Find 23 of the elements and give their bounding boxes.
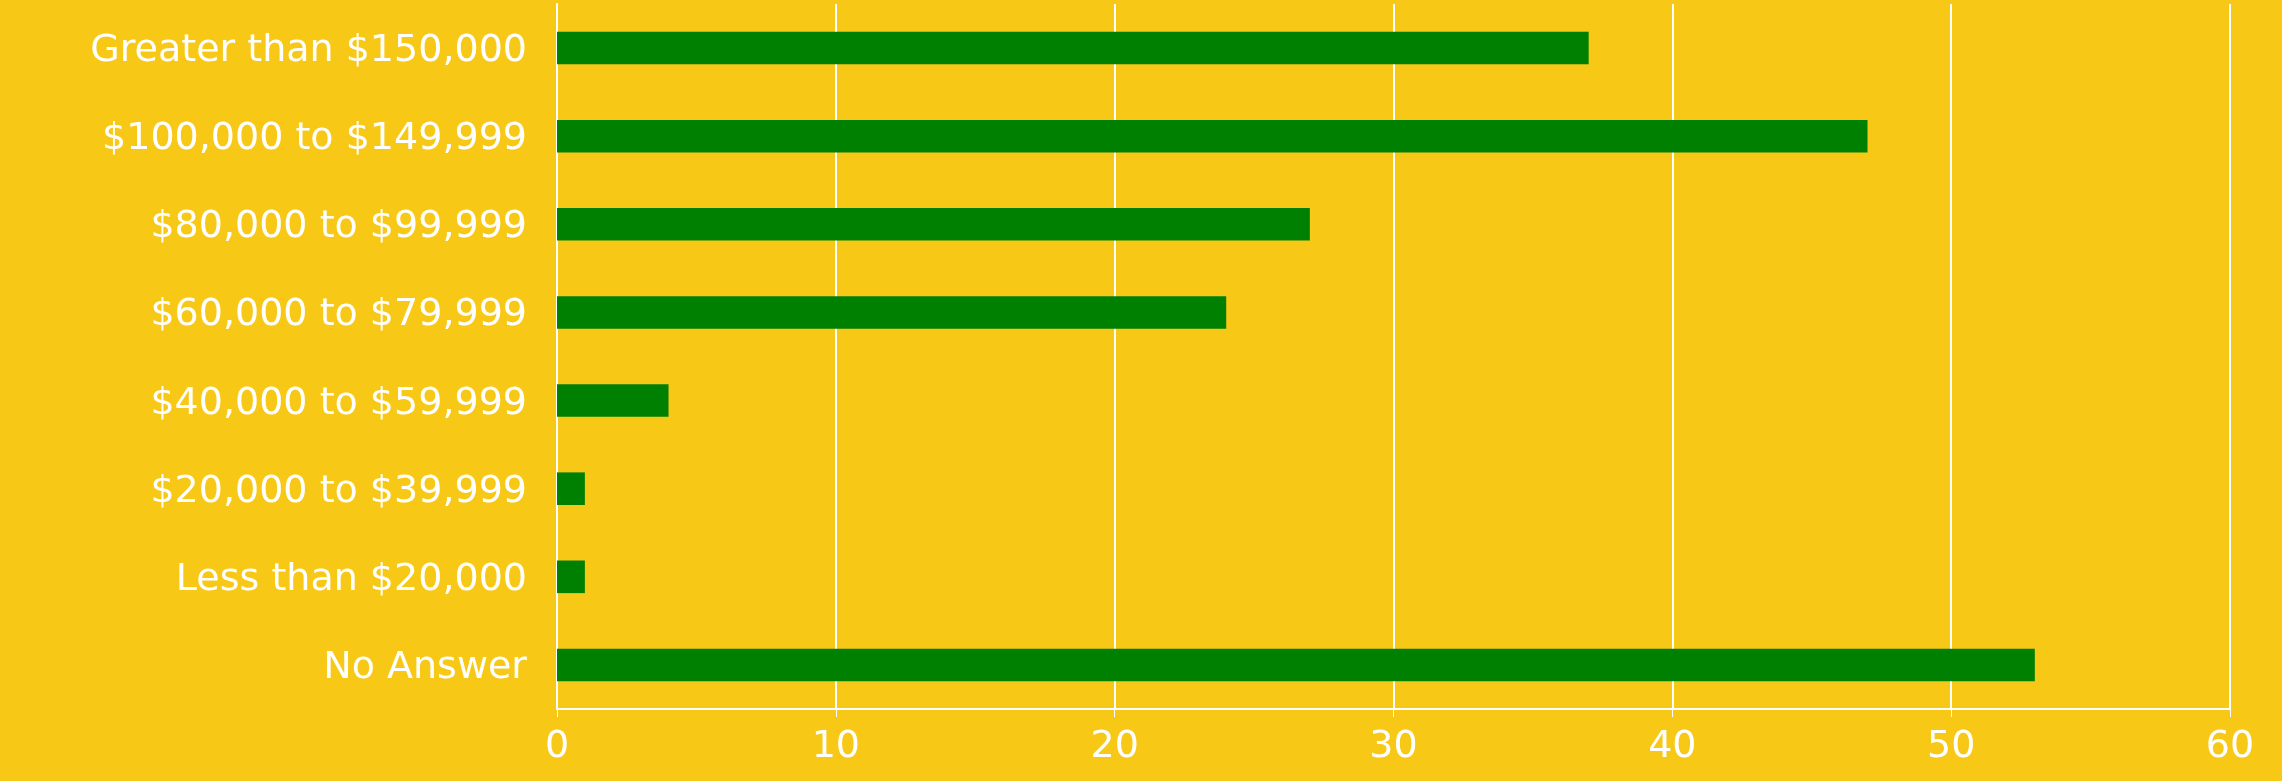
bar: [557, 296, 1227, 329]
bar: [557, 119, 1868, 153]
y-tick-label: $80,000 to $99,999: [150, 202, 527, 247]
y-tick-label: Less than $20,000: [175, 554, 527, 599]
x-tick-label: 0: [544, 722, 570, 766]
y-tick-label: $20,000 to $39,999: [150, 466, 527, 511]
y-tick-label: $60,000 to $79,999: [150, 290, 527, 335]
bar: [557, 31, 1589, 65]
y-tick-label: $100,000 to $149,999: [102, 114, 527, 159]
y-tick-label: $40,000 to $59,999: [150, 378, 527, 423]
x-tick-label: 50: [1926, 722, 1976, 766]
bar: [557, 648, 2035, 682]
x-tick-label: 60: [2205, 722, 2255, 766]
bar: [557, 472, 585, 505]
y-tick-label: No Answer: [323, 642, 528, 687]
x-tick-label: 30: [1369, 722, 1418, 766]
y-tick-label: Greater than $150,000: [90, 26, 527, 71]
bar: [557, 384, 669, 417]
bar: [557, 208, 1310, 241]
x-tick-label: 40: [1648, 722, 1697, 766]
x-tick-label: 20: [1090, 722, 1139, 766]
bar: [557, 560, 585, 594]
x-tick-label: 10: [811, 722, 861, 766]
